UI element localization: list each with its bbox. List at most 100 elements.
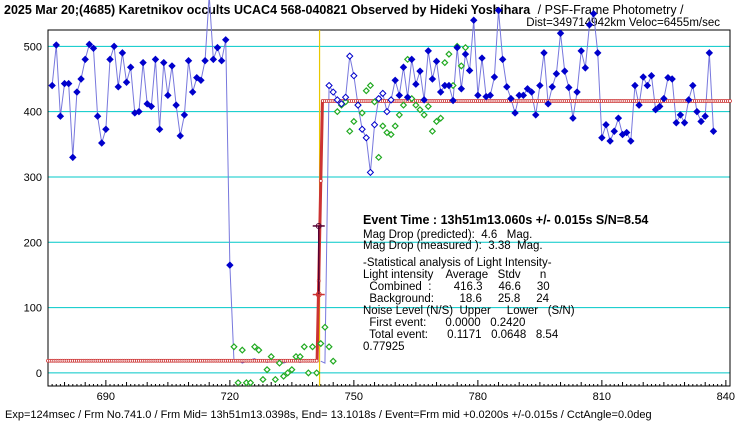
model-point — [318, 179, 323, 183]
comparison-point — [263, 366, 271, 374]
target-point — [705, 49, 714, 57]
target-point — [676, 111, 685, 119]
comparison-point — [416, 106, 424, 114]
target-point — [589, 9, 598, 18]
target-point — [548, 83, 556, 91]
target-point — [507, 94, 515, 103]
comparison-point — [238, 346, 246, 354]
target-point — [217, 56, 226, 65]
target-point — [395, 91, 404, 100]
target-point — [610, 127, 618, 135]
result-line-11: 0.77925 — [363, 341, 405, 353]
comparison-point — [457, 62, 465, 70]
target-point — [598, 134, 606, 142]
target-point — [122, 78, 131, 86]
target-point — [168, 62, 176, 70]
y-tick-label-0: 0 — [36, 368, 42, 380]
target-point — [573, 88, 581, 96]
chart-title-bold: 2025 Mar 20;(4685) Karetnikov occults UC… — [4, 3, 531, 17]
comparison-point — [321, 323, 329, 331]
comparison-point — [317, 339, 325, 348]
comparison-point — [432, 117, 441, 126]
target-point — [110, 42, 118, 51]
y-tick-label-100: 100 — [24, 303, 42, 315]
target-point — [370, 121, 379, 129]
comparison-point — [246, 379, 255, 387]
target-point — [48, 81, 56, 90]
result-line-6: Combined : 416.3 46.6 30 — [363, 281, 550, 293]
target-point — [684, 96, 693, 104]
result-line-7: Background: 18.6 25.8 24 — [363, 293, 550, 305]
comparison-point — [259, 375, 267, 384]
gridlines — [48, 45, 730, 374]
target-point — [222, 36, 230, 44]
comparison-series — [230, 42, 470, 387]
target-point — [660, 94, 668, 103]
target-point — [399, 63, 408, 71]
target-point — [64, 79, 73, 88]
comparison-point — [445, 50, 453, 58]
target-point — [470, 16, 478, 24]
target-point — [387, 96, 395, 104]
target-point — [209, 55, 218, 64]
event-time-label: Event Time : 13h51m13.060s +/- 0.015s S/… — [363, 213, 648, 227]
target-point — [697, 117, 705, 126]
comparison-point — [275, 359, 284, 367]
target-point — [358, 125, 366, 133]
x-tick-label-720: 720 — [221, 391, 239, 403]
comparison-point — [391, 122, 399, 130]
comparison-point — [441, 59, 449, 67]
comparison-point — [329, 357, 337, 365]
target-point — [552, 70, 561, 78]
plot-frame — [47, 29, 731, 387]
target-point — [478, 54, 486, 62]
target-point — [102, 125, 110, 133]
target-point — [197, 76, 205, 85]
target-point — [329, 88, 337, 96]
target-point — [453, 43, 461, 52]
target-point — [498, 55, 507, 64]
target-point — [436, 88, 445, 96]
comparison-point — [251, 343, 259, 351]
x-tick-label-810: 810 — [593, 391, 611, 403]
target-point — [135, 107, 143, 116]
target-point — [193, 73, 201, 82]
target-point — [416, 67, 424, 75]
comparison-point — [370, 98, 379, 106]
target-point — [527, 88, 536, 96]
x-tick-label-840: 840 — [717, 391, 735, 403]
result-line-9: First event: 0.0000 0.2420 — [363, 317, 525, 329]
comparison-point — [362, 87, 370, 95]
comparison-point — [346, 127, 354, 135]
target-point — [350, 72, 358, 80]
comparison-point — [412, 101, 420, 109]
comparison-point — [428, 127, 437, 135]
comparison-point — [230, 343, 238, 351]
comparison-point — [267, 352, 275, 361]
comparison-point — [333, 108, 341, 116]
x-tick-label-690: 690 — [97, 391, 115, 403]
target-point — [354, 101, 362, 109]
comparison-point — [284, 369, 292, 377]
target-point — [680, 119, 689, 127]
x-tick-label-780: 780 — [469, 391, 487, 403]
result-line-1: Mag Drop (predicted): 4.6 Mag. — [363, 229, 532, 241]
comparison-point — [387, 130, 395, 139]
model-point — [728, 99, 732, 103]
target-point — [689, 81, 697, 90]
chart-footer: Exp=124msec / Frm No.741.0 / Frm Mid= 13… — [5, 409, 652, 421]
comparison-point — [379, 122, 387, 130]
target-point — [143, 100, 151, 108]
target-point — [403, 93, 412, 101]
target-point — [77, 75, 85, 83]
target-point — [213, 43, 222, 52]
comparison-point — [395, 111, 403, 119]
target-point — [341, 93, 350, 101]
target-point — [449, 96, 457, 105]
comparison-point — [296, 352, 304, 361]
comparison-point — [420, 111, 428, 119]
target-point — [457, 85, 466, 93]
target-point — [606, 137, 614, 145]
axes: 0 100 200 300 400 500 690 720 750 780 810 840 — [24, 29, 735, 403]
